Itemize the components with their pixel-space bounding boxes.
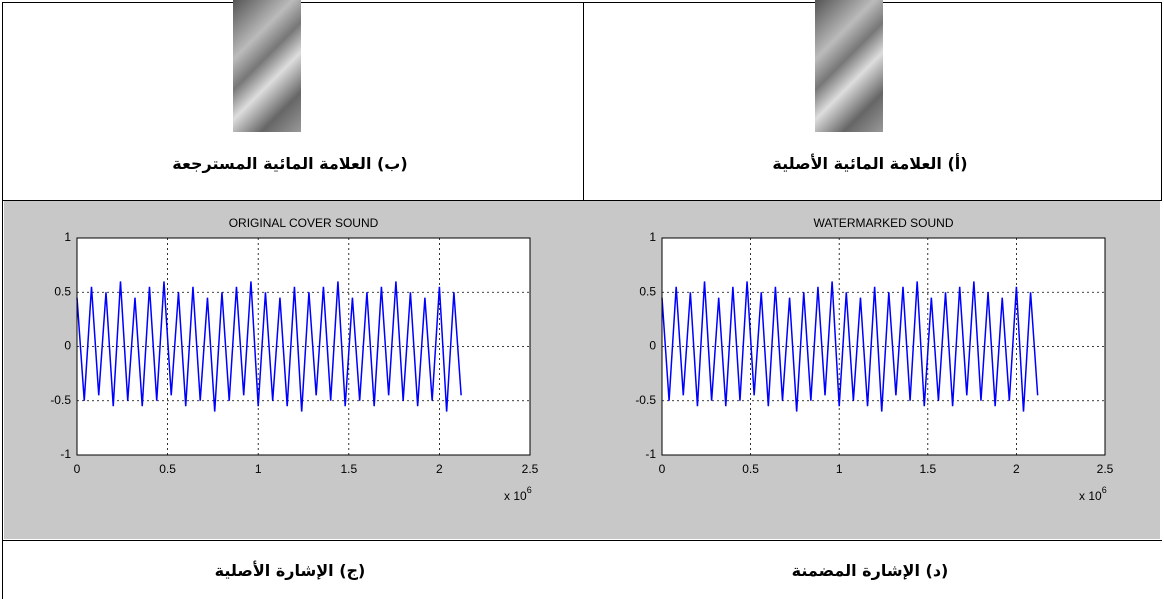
axes-frame (76, 237, 531, 456)
caption: (ج) الإشارة الأصلية (214, 561, 366, 580)
x-multiplier-exponent: 6 (1102, 485, 1107, 495)
x-tick-label: 2.5 (522, 462, 539, 476)
x-tick-label: 1.5 (340, 462, 357, 476)
y-tick-label: 0.5 (639, 284, 656, 298)
signal-line (661, 281, 1039, 412)
y-tick-label: 0 (649, 339, 656, 353)
border (2, 2, 1162, 3)
x-multiplier-base: x 10 (504, 489, 527, 503)
chart-title: ORIGINAL COVER SOUND (229, 216, 379, 230)
x-tick-label: 0 (659, 462, 666, 476)
y-tick-label: -0.5 (50, 393, 71, 407)
x-multiplier-base: x 10 (1079, 489, 1102, 503)
x-tick-label: 2 (436, 462, 443, 476)
y-tick-label: -0.5 (635, 393, 656, 407)
y-tick-label: 0 (64, 339, 71, 353)
x-tick-label: 0 (74, 462, 81, 476)
x-tick-label: 2 (1013, 462, 1020, 476)
x-tick-label: 1.5 (919, 462, 936, 476)
x-tick-label: 0.5 (159, 462, 176, 476)
x-multiplier-exponent: 6 (527, 485, 532, 495)
caption: (ب) العلامة المائية المسترجعة (172, 154, 408, 173)
chart-title: WATERMARKED SOUND (813, 216, 953, 230)
x-tick-label: 2.5 (1097, 462, 1114, 476)
x-tick-label: 1 (836, 462, 843, 476)
caption: (أ) العلامة المائية الأصلية (772, 154, 968, 173)
border (2, 2, 3, 599)
axes-frame (661, 237, 1106, 456)
x-tick-label: 1 (255, 462, 262, 476)
signal-line (76, 281, 462, 412)
caption: (د) الإشارة المضمنة (791, 561, 949, 580)
watermark-image (815, 0, 883, 132)
x-multiplier: x 106 (504, 485, 532, 503)
x-tick-label: 0.5 (742, 462, 759, 476)
x-multiplier: x 106 (1079, 485, 1107, 503)
border (2, 200, 1162, 201)
watermark-image (233, 0, 301, 132)
plot-panel: ORIGINAL COVER SOUND 0 0.5 1 1.5 2 2.5 -1 -0.5 0 0… (4, 201, 1160, 539)
border (2, 540, 1162, 541)
y-tick-label: 1 (64, 230, 71, 244)
y-tick-label: -1 (645, 447, 656, 461)
border (1161, 2, 1162, 200)
y-tick-label: 0.5 (54, 284, 71, 298)
border (583, 2, 584, 200)
y-tick-label: 1 (649, 230, 656, 244)
y-tick-label: -1 (60, 447, 71, 461)
